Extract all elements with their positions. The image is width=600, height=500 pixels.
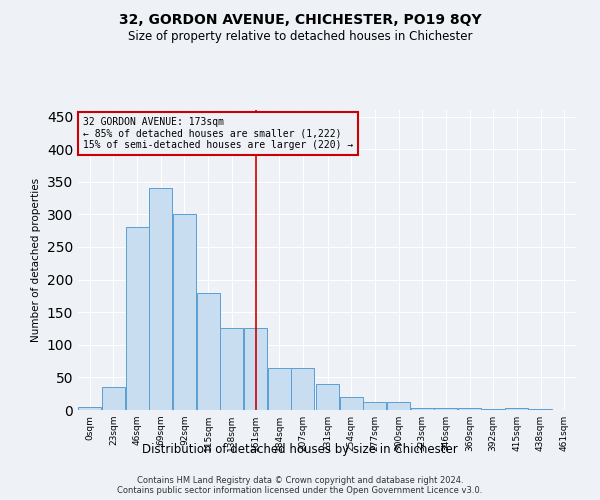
- Bar: [316, 384, 339, 410]
- Bar: [268, 368, 291, 410]
- Bar: [197, 292, 220, 410]
- Bar: [244, 328, 267, 410]
- Text: Distribution of detached houses by size in Chichester: Distribution of detached houses by size …: [142, 442, 458, 456]
- Bar: [102, 387, 125, 410]
- Bar: [125, 228, 149, 410]
- Bar: [363, 402, 386, 410]
- Y-axis label: Number of detached properties: Number of detached properties: [31, 178, 41, 342]
- Bar: [173, 214, 196, 410]
- Bar: [410, 408, 434, 410]
- Bar: [387, 402, 410, 410]
- Bar: [78, 406, 101, 410]
- Bar: [149, 188, 172, 410]
- Bar: [291, 368, 314, 410]
- Bar: [458, 408, 481, 410]
- Text: Size of property relative to detached houses in Chichester: Size of property relative to detached ho…: [128, 30, 472, 43]
- Bar: [505, 408, 529, 410]
- Bar: [220, 328, 244, 410]
- Text: 32 GORDON AVENUE: 173sqm
← 85% of detached houses are smaller (1,222)
15% of sem: 32 GORDON AVENUE: 173sqm ← 85% of detach…: [83, 116, 353, 150]
- Bar: [434, 408, 457, 410]
- Text: 32, GORDON AVENUE, CHICHESTER, PO19 8QY: 32, GORDON AVENUE, CHICHESTER, PO19 8QY: [119, 12, 481, 26]
- Bar: [340, 397, 363, 410]
- Text: Contains HM Land Registry data © Crown copyright and database right 2024.
Contai: Contains HM Land Registry data © Crown c…: [118, 476, 482, 495]
